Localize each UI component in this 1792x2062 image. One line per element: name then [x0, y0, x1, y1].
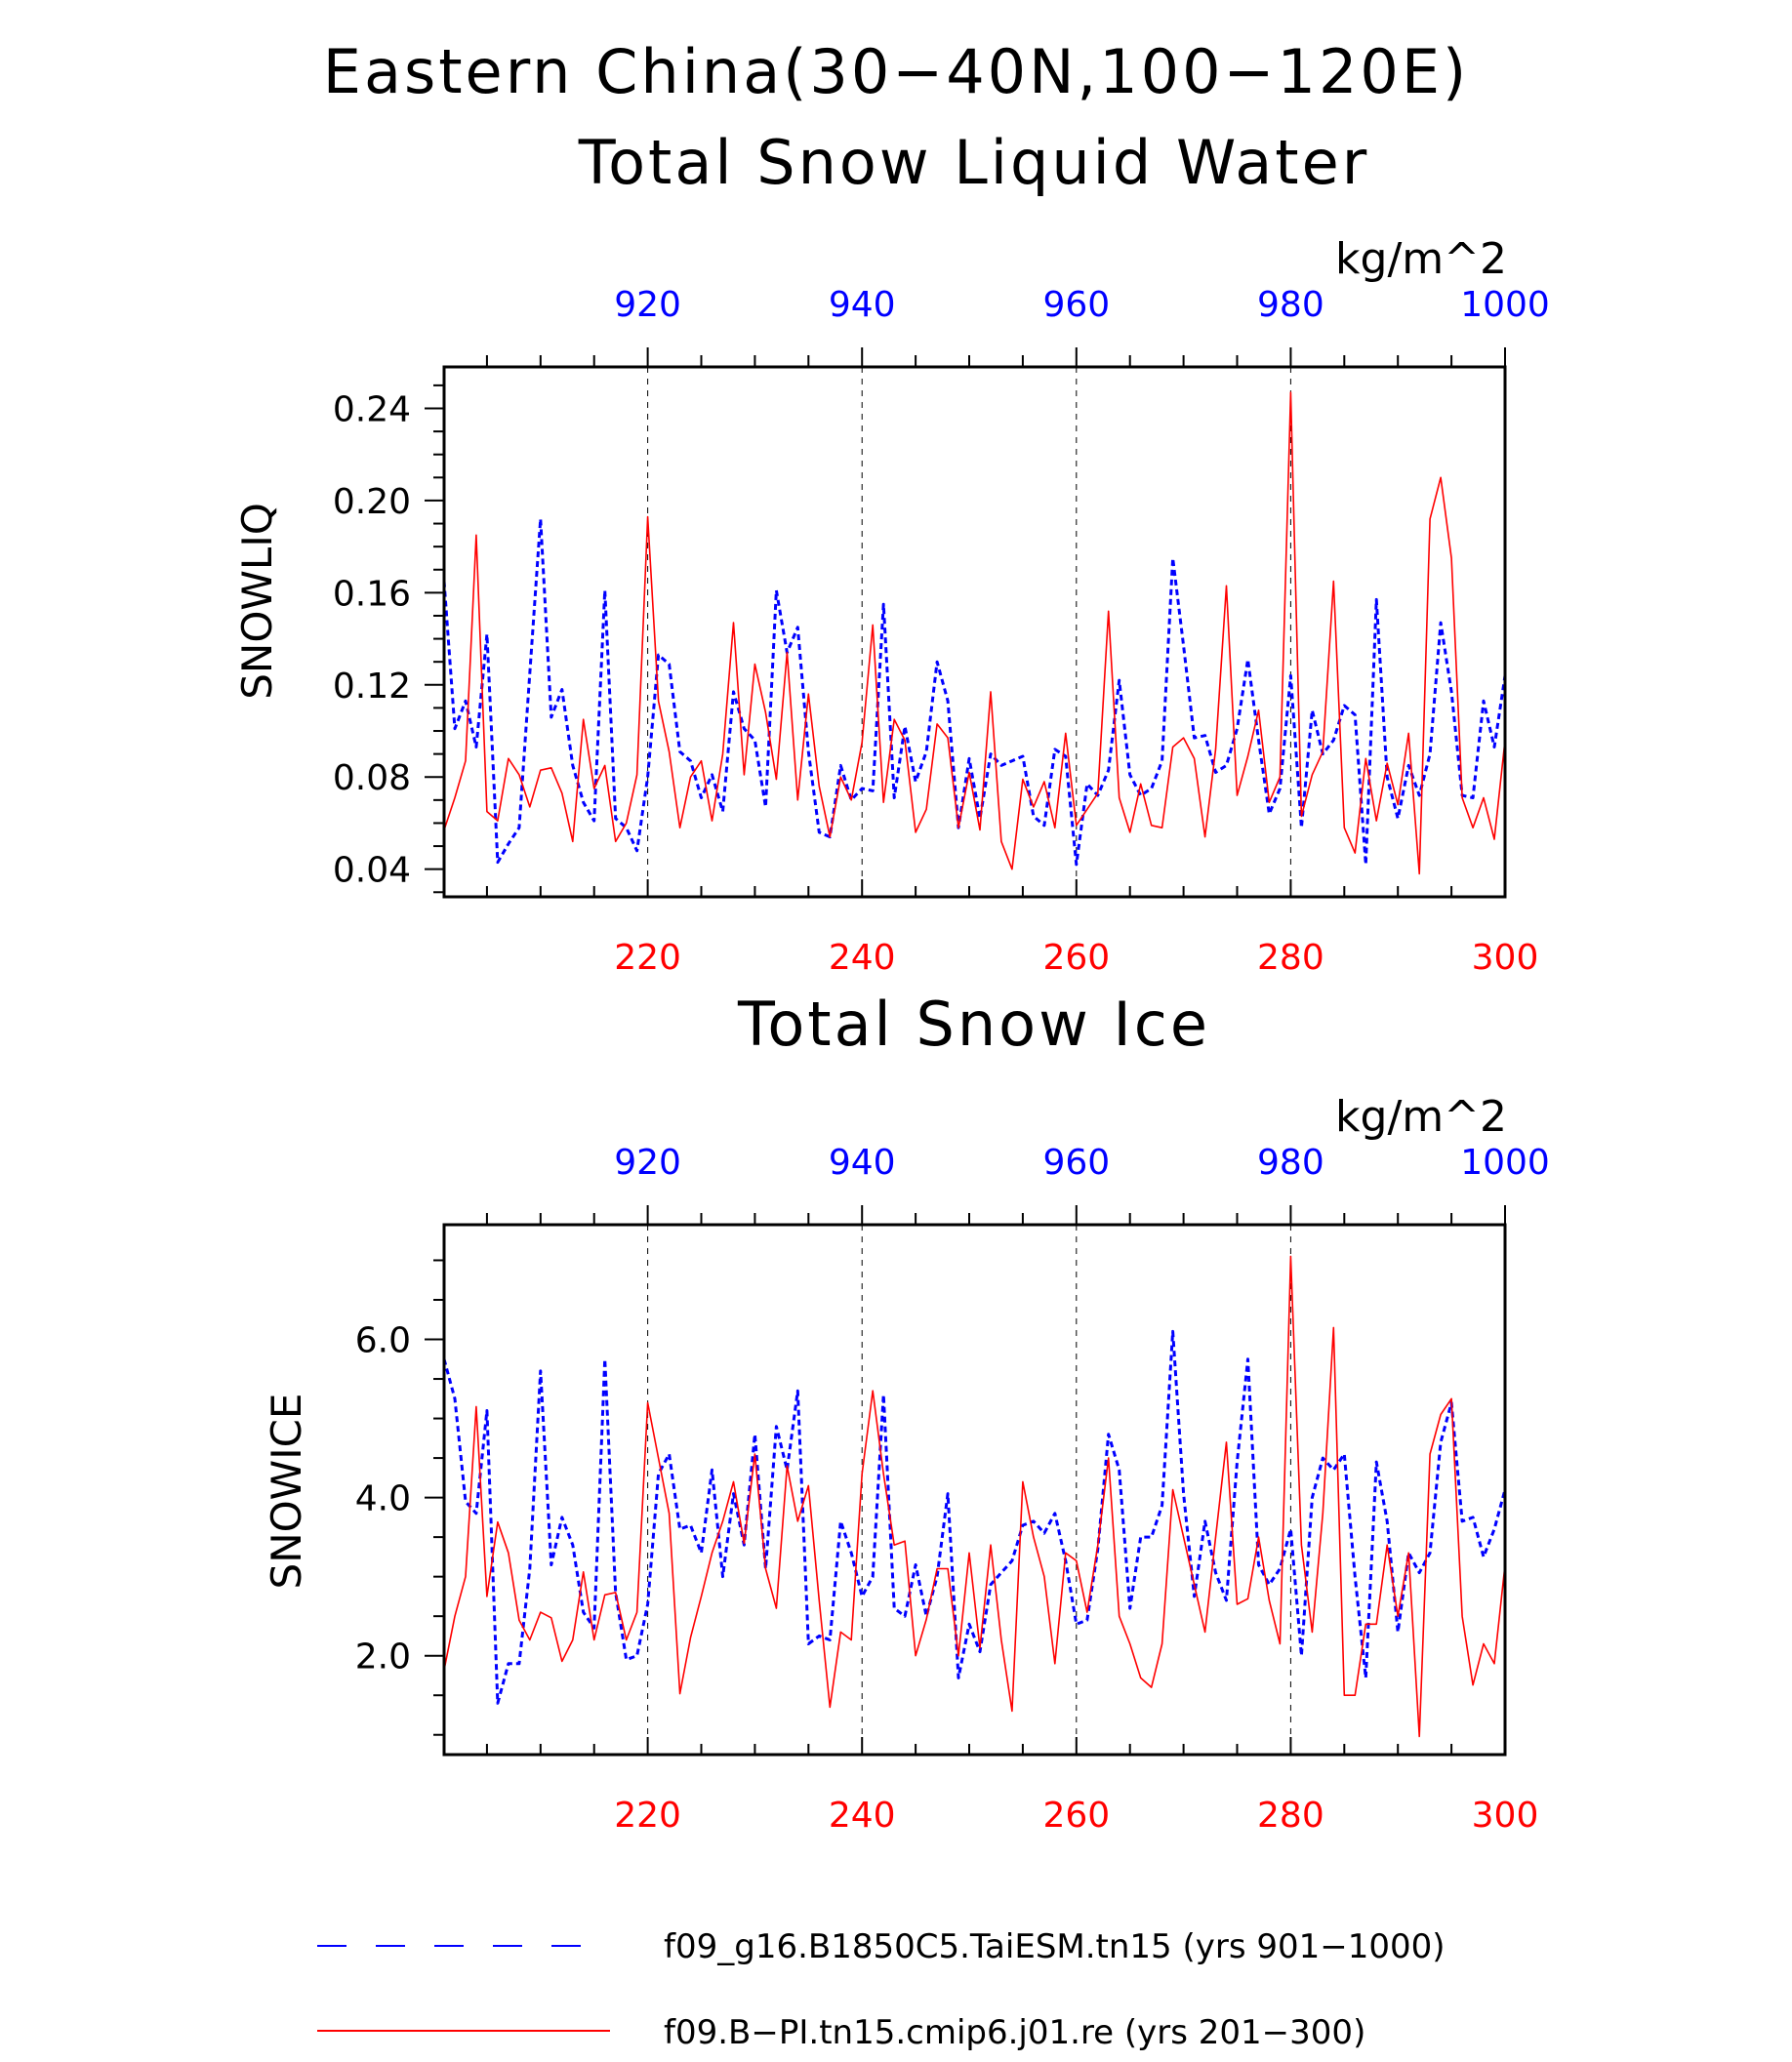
axes: 220 240 260 280 300 920 940 960 980 1000 0.04 0.08 0… [333, 285, 1550, 978]
panel-title: Total Snow Ice [737, 989, 1210, 1060]
x-tick-label-bottom: 240 [829, 1796, 896, 1836]
x-tick-label-bottom: 280 [1257, 938, 1324, 978]
y-tick-label: 0.04 [333, 851, 411, 891]
series-taiesm-line [442, 517, 1507, 867]
units-label: kg/m^2 [1335, 234, 1507, 284]
x-tick-label-top: 980 [1257, 1143, 1324, 1183]
y-tick-label: 0.16 [333, 574, 411, 614]
gridlines [647, 367, 1291, 897]
series-cmip6-line [443, 1255, 1506, 1738]
units-label: kg/m^2 [1335, 1092, 1507, 1142]
y-tick-label: 0.20 [333, 482, 411, 522]
axes: 220 240 260 280 300 920 940 960 980 1000 2.0 4.0 6.0 [355, 1143, 1550, 1836]
y-axis-label: SNOWICE [263, 1394, 310, 1590]
x-tick-label-bottom: 280 [1257, 1796, 1324, 1836]
panel-snowliq: Total Snow Liquid Water kg/m^2 SNOWLIQ 2… [233, 127, 1550, 978]
x-tick-label-top: 960 [1042, 1143, 1110, 1183]
x-tick-label-bottom: 220 [614, 938, 681, 978]
x-tick-label-top: 980 [1257, 285, 1324, 325]
series-layer [442, 1255, 1507, 1738]
y-tick-label: 2.0 [355, 1637, 411, 1678]
legend-label-taiesm: f09_g16.B1850C5.TaiESM.tn15 (yrs 901−100… [664, 1927, 1446, 1966]
x-tick-label-top: 920 [614, 285, 681, 325]
y-tick-label: 0.08 [333, 758, 411, 798]
x-tick-label-top: 940 [829, 1143, 896, 1183]
y-axis-label: SNOWLIQ [233, 503, 281, 700]
panel-snowice: Total Snow Ice kg/m^2 SNOWICE 220 240 260 2… [263, 989, 1550, 1836]
x-tick-label-top: 1000 [1460, 1143, 1550, 1183]
x-tick-label-top: 1000 [1460, 285, 1550, 325]
x-tick-label-bottom: 300 [1472, 938, 1539, 978]
x-tick-label-top: 960 [1042, 285, 1110, 325]
y-tick-label: 0.12 [333, 667, 411, 707]
y-tick-label: 0.24 [333, 389, 411, 429]
plot-frame [442, 365, 1507, 899]
x-tick-label-top: 920 [614, 1143, 681, 1183]
figure-title-line1: Eastern China(30−40N,100−120E) [323, 36, 1469, 107]
plot-frame [442, 1223, 1507, 1757]
series-layer [442, 391, 1507, 875]
x-tick-label-bottom: 240 [829, 938, 896, 978]
legend: f09_g16.B1850C5.TaiESM.tn15 (yrs 901−100… [317, 1927, 1446, 2052]
y-tick-label: 6.0 [355, 1321, 411, 1361]
legend-label-cmip6: f09.B−PI.tn15.cmip6.j01.re (yrs 201−300) [664, 2013, 1365, 2052]
x-tick-label-bottom: 220 [614, 1796, 681, 1836]
x-tick-label-bottom: 300 [1472, 1796, 1539, 1836]
x-tick-label-bottom: 260 [1042, 1796, 1110, 1836]
panel-title: Total Snow Liquid Water [578, 127, 1370, 198]
series-taiesm-line [442, 1329, 1507, 1705]
x-tick-label-bottom: 260 [1042, 938, 1110, 978]
y-tick-label: 4.0 [355, 1479, 411, 1519]
series-cmip6-line [443, 391, 1506, 875]
gridlines [647, 1225, 1291, 1755]
x-tick-label-top: 940 [829, 285, 896, 325]
